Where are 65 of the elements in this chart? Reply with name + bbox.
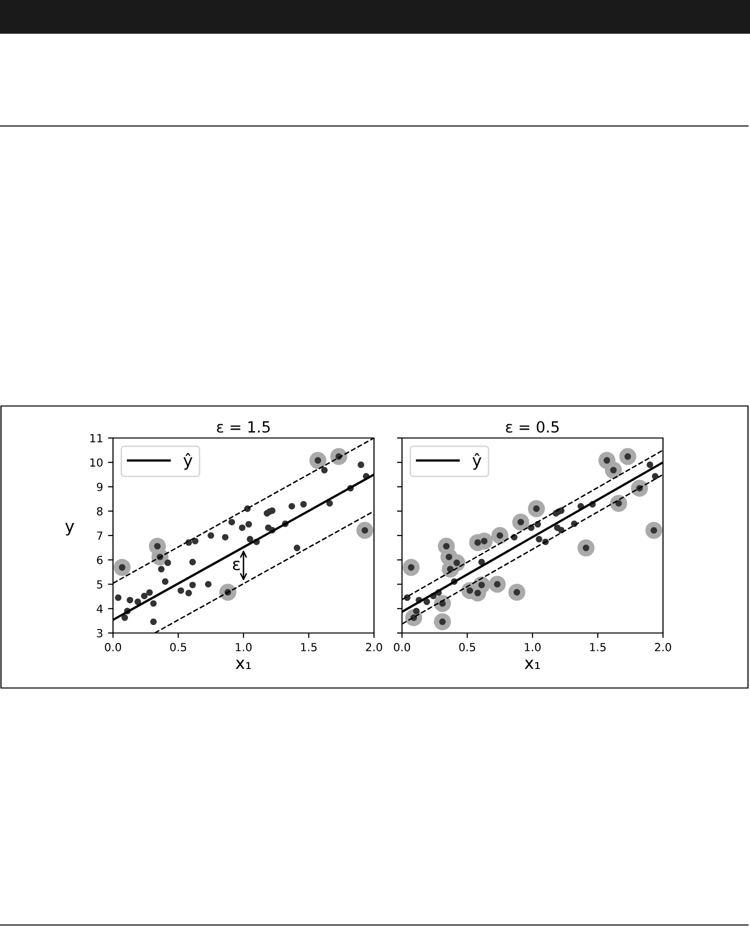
point [150,618,157,626]
point [358,462,364,468]
x-tick-label: 0.5 [459,642,476,652]
point [146,589,153,596]
annotation: ε [232,560,240,570]
point [185,590,192,596]
point [646,462,654,468]
x-tick-label: 0.0 [394,642,410,652]
x-tick-label: 2.0 [654,642,672,652]
x-tick-label: 1.5 [301,643,317,652]
point [114,594,122,601]
y-tick-label: 4 [96,604,103,613]
point [454,560,460,566]
chart-title: ε = 1.5 [216,421,270,433]
point [162,578,168,585]
y-tick-label: 5 [97,580,102,589]
point [326,500,333,507]
y-tick-label: 9 [96,482,102,492]
point [228,518,236,526]
point [164,560,172,566]
point [478,558,485,566]
point [300,501,307,508]
point [205,580,212,588]
x-tick-label: 1.0 [524,642,541,652]
y-tick-label: 8 [96,507,103,516]
y-tick-label: 11 [90,434,102,442]
y-tick-label: 3 [97,628,102,638]
point [126,596,134,604]
point [222,534,228,540]
point [189,558,196,566]
point [121,614,128,621]
point [158,566,165,572]
point [150,600,157,607]
point [474,590,481,596]
point [652,473,658,480]
x-tick-label: 1.5 [590,643,606,652]
x-tick-label: 0.5 [170,642,186,652]
point [321,466,328,474]
y-axis-title: y [65,522,74,536]
point [246,536,254,542]
point [288,502,296,510]
point [245,521,252,528]
legend-label: ŷ [183,453,192,470]
point [294,544,300,552]
point [238,524,246,531]
y-tick-label: 10 [90,458,103,467]
point [208,532,214,539]
point [536,536,542,542]
chart-title: ε = 0.5 [506,421,559,433]
point [189,582,196,588]
point [134,598,142,606]
legend-label: ŷ [472,453,482,470]
point [424,598,430,606]
point [192,538,198,544]
point [413,608,420,614]
x-tick-label: 0.0 [104,642,122,652]
y-tick-label: 6 [96,556,103,564]
point [178,587,184,594]
x-tick-label: 1.0 [236,642,252,652]
x-axis-title: x₁ [524,660,540,669]
y-tick-label: 7 [97,532,102,540]
point [141,592,148,600]
point [268,507,276,514]
x-tick-label: 2.0 [366,642,382,652]
x-axis-title: x₁ [236,660,251,669]
